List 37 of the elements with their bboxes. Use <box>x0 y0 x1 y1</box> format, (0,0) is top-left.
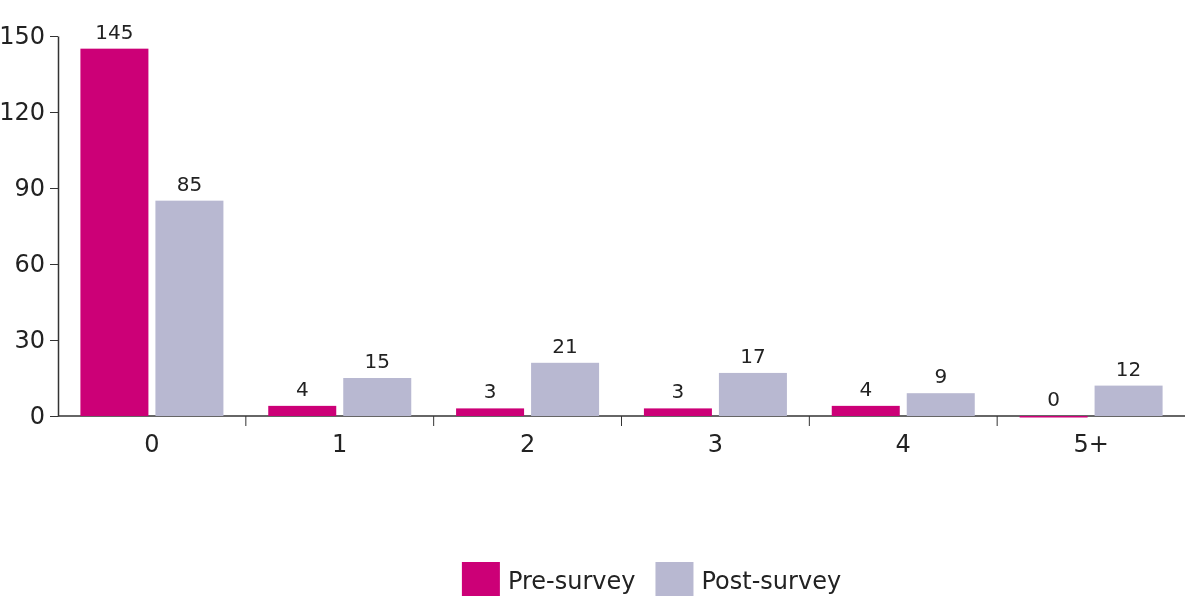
y-tick-label: 60 <box>14 250 45 279</box>
bar <box>1094 385 1163 416</box>
bar <box>268 405 337 416</box>
data-label: 12 <box>1115 356 1142 381</box>
data-label: 15 <box>364 349 390 373</box>
y-tick-label: 150 <box>0 22 45 51</box>
bar <box>155 200 224 416</box>
data-label: 17 <box>740 343 766 368</box>
x-tick-label: 1 <box>332 430 348 458</box>
y-tick-label: 90 <box>14 174 45 203</box>
data-label: 3 <box>483 379 497 404</box>
data-label: 85 <box>176 171 203 196</box>
y-tick-label: 120 <box>0 98 45 127</box>
data-label: 4 <box>859 376 873 401</box>
x-tick-label: 4 <box>895 430 911 458</box>
x-tick-label: 2 <box>519 430 536 458</box>
data-label: 145 <box>95 19 134 44</box>
data-label: 4 <box>295 376 309 401</box>
legend-label: Pre-survey <box>507 567 636 595</box>
bar <box>343 378 412 416</box>
data-label: 9 <box>934 364 948 389</box>
x-tick-label: 3 <box>707 430 724 458</box>
bar <box>531 362 600 416</box>
bar <box>643 408 712 416</box>
bar <box>718 372 787 416</box>
bar <box>80 48 149 416</box>
bar <box>906 393 975 416</box>
data-label: 21 <box>552 333 578 358</box>
data-label: 0 <box>1047 387 1060 411</box>
y-tick-label: 0 <box>29 402 45 431</box>
bar <box>456 408 525 416</box>
x-tick-label: 5+ <box>1073 430 1109 458</box>
x-tick-label: 0 <box>144 430 160 458</box>
bar <box>831 405 900 416</box>
y-tick-label: 30 <box>14 326 45 355</box>
data-label: 3 <box>671 379 685 404</box>
legend-label: Post-survey <box>701 567 842 595</box>
